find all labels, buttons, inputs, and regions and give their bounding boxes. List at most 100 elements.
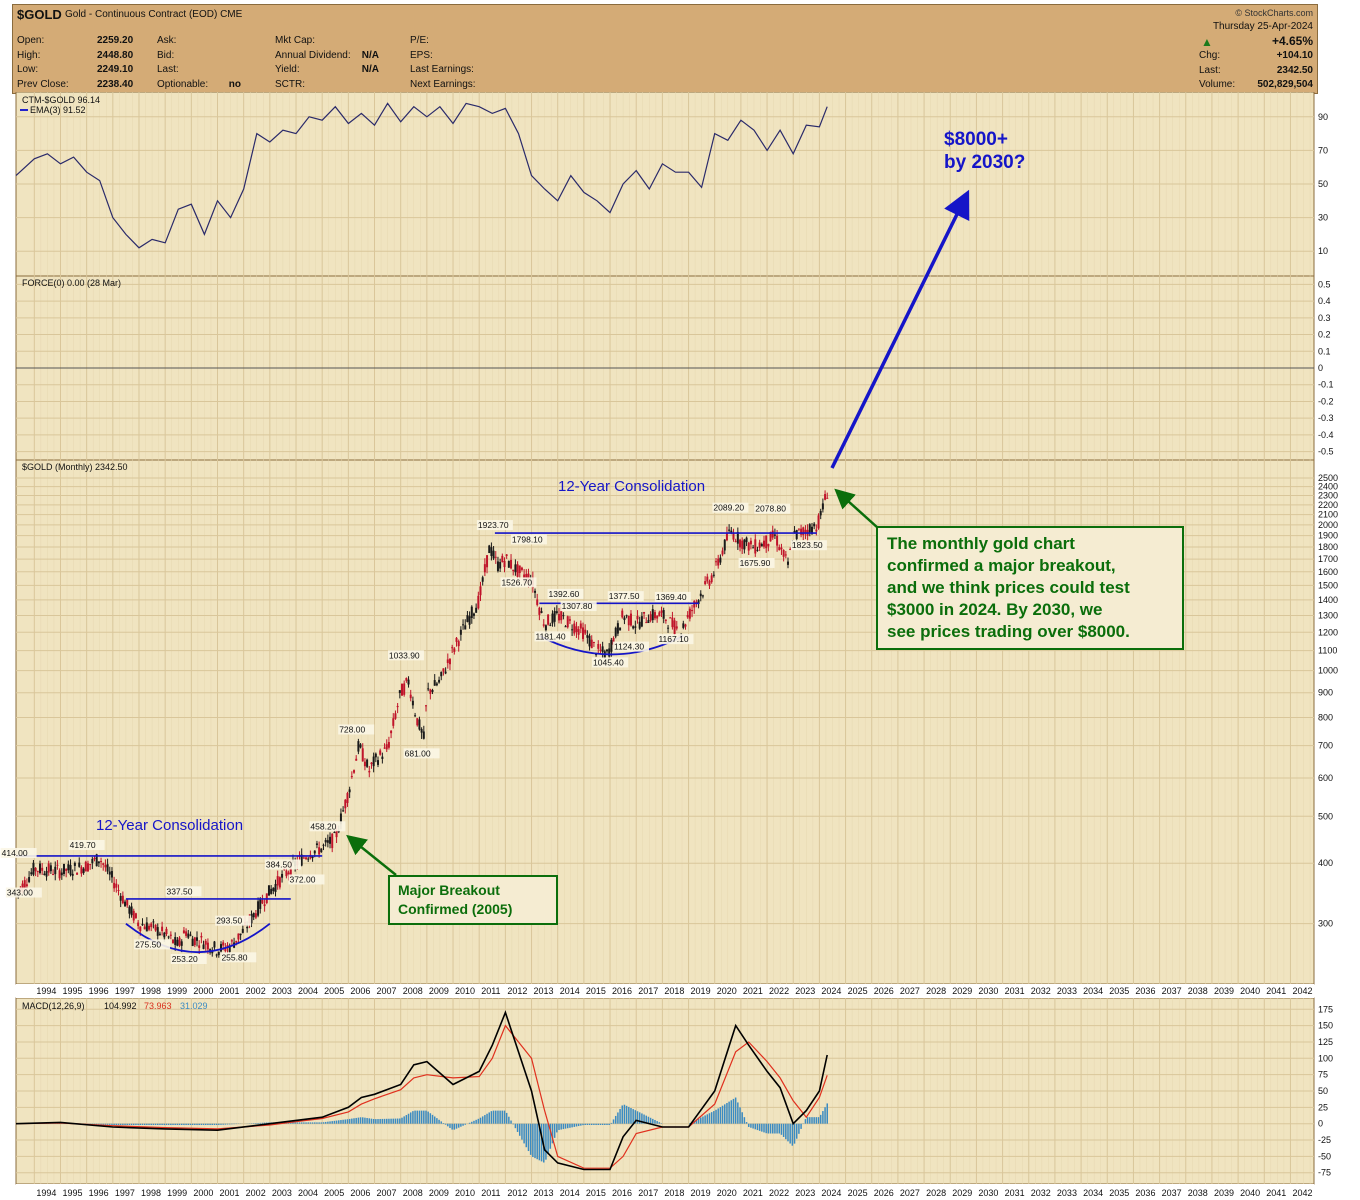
price-candle-body <box>224 947 227 952</box>
rounding-bottom-arc-left <box>125 922 271 954</box>
change-percent: +4.65% <box>1271 34 1313 48</box>
year-tick-label: 2002 <box>246 986 266 996</box>
year-tick-label: 2023 <box>795 1188 815 1198</box>
price-candle-body <box>821 503 824 510</box>
price-label: 1033.90 <box>389 650 420 660</box>
price-candle-body <box>481 577 484 582</box>
price-candle-body <box>579 623 582 629</box>
breakout-callout: Major Breakout Confirmed (2005) <box>388 875 558 925</box>
price-candle-body <box>313 850 316 854</box>
price-candle-body <box>451 647 454 649</box>
price-candle-body <box>462 624 465 626</box>
price-candle-body <box>769 531 772 542</box>
price-candle-body <box>507 561 510 568</box>
price-candle-body <box>65 868 68 871</box>
price-candle-body <box>339 813 342 825</box>
force-y-tick: 0.3 <box>1318 313 1331 323</box>
price-candle-body <box>815 529 818 532</box>
price-candle-body <box>178 937 181 946</box>
price-candle-body <box>124 901 127 907</box>
price-label: 1181.40 <box>535 631 565 641</box>
price-candle-body <box>139 926 142 932</box>
symbol: $GOLD <box>17 7 62 22</box>
price-candle-body <box>259 898 262 909</box>
price-candle-body <box>699 593 702 597</box>
ctm-y-tick: 70 <box>1318 145 1328 155</box>
year-tick-label: 2024 <box>821 986 841 996</box>
ctm-y-tick: 90 <box>1318 112 1328 122</box>
year-tick-label: 2032 <box>1031 1188 1051 1198</box>
price-candle-body <box>73 862 76 866</box>
price-candle-body <box>416 718 419 726</box>
price-label: 1675.90 <box>740 558 771 568</box>
macd-signal-legend-value: 73.963 <box>144 1001 172 1011</box>
price-candle-body <box>189 934 192 936</box>
quote-label: Bid: <box>157 49 175 61</box>
year-tick-label: 1997 <box>115 986 135 996</box>
year-tick-label: 2006 <box>350 986 370 996</box>
price-candle-body <box>765 535 768 549</box>
price-candle-body <box>708 581 711 586</box>
price-candle-body <box>285 870 288 877</box>
year-tick-label: 2025 <box>848 986 868 996</box>
price-candle-body <box>361 748 364 762</box>
price-label: 1167.10 <box>658 634 688 644</box>
price-candle-body <box>257 901 260 916</box>
price-candle-body <box>470 606 473 619</box>
price-y-tick: 600 <box>1318 773 1333 783</box>
price-candle-body <box>198 945 201 948</box>
price-candle-body <box>536 599 539 605</box>
price-candle-body <box>745 537 748 543</box>
price-label: 1526.70 <box>501 577 532 587</box>
up-arrow-icon: ▲ <box>1201 35 1213 49</box>
right-consolidation-label: 12-Year Consolidation <box>558 478 706 495</box>
year-tick-label: 2031 <box>1005 1188 1025 1198</box>
price-candle-body <box>350 776 353 778</box>
price-candle-body <box>590 639 593 649</box>
price-candle-body <box>782 550 785 557</box>
price-candle-body <box>773 534 776 536</box>
macd-y-tick: 0 <box>1318 1119 1323 1129</box>
price-candle-body <box>446 659 449 664</box>
price-candle-body <box>448 658 451 665</box>
price-candle-body <box>645 622 648 624</box>
price-y-tick: 2400 <box>1318 482 1338 492</box>
year-tick-label: 2001 <box>220 986 240 996</box>
year-tick-label: 1999 <box>167 1188 187 1198</box>
price-candle-body <box>664 619 667 621</box>
year-tick-label: 2026 <box>874 1188 894 1198</box>
price-label: 1369.40 <box>656 592 687 602</box>
price-label: 1124.30 <box>614 642 644 652</box>
year-tick-label: 2030 <box>978 1188 998 1198</box>
quote-value: 502,829,504 <box>1257 79 1313 90</box>
price-candle-body <box>660 610 663 613</box>
year-tick-label: 2017 <box>638 986 658 996</box>
quote-value: +104.10 <box>1276 50 1313 61</box>
year-tick-label: 2002 <box>246 1188 266 1198</box>
price-candle-body <box>712 574 715 576</box>
quote-label: EPS: <box>410 49 433 61</box>
price-candle-body <box>62 863 65 874</box>
price-candle-body <box>636 615 639 620</box>
quote-header: $GOLD Gold - Continuous Contract (EOD) C… <box>12 4 1318 94</box>
price-candle-body <box>200 936 203 938</box>
year-tick-label: 2021 <box>743 986 763 996</box>
year-tick-label: 2008 <box>403 986 423 996</box>
price-candle-body <box>237 933 240 940</box>
price-candle-body <box>488 545 491 554</box>
price-candle-body <box>187 933 190 938</box>
price-candle-body <box>431 690 434 692</box>
price-candle-body <box>276 876 279 886</box>
price-candle-body <box>370 762 373 765</box>
price-candle-body <box>172 939 175 943</box>
ctm-y-tick: 30 <box>1318 213 1328 223</box>
quote-label: High: <box>17 49 41 61</box>
macd-legend-value: 104.992 <box>104 1001 137 1011</box>
price-candle-body <box>30 872 33 875</box>
price-candle-body <box>104 864 107 868</box>
year-tick-label: 2003 <box>272 1188 292 1198</box>
price-candle-body <box>80 867 83 874</box>
price-candle-body <box>562 615 565 617</box>
quote-label: Yield: <box>275 64 300 75</box>
price-candle-body <box>826 497 829 499</box>
